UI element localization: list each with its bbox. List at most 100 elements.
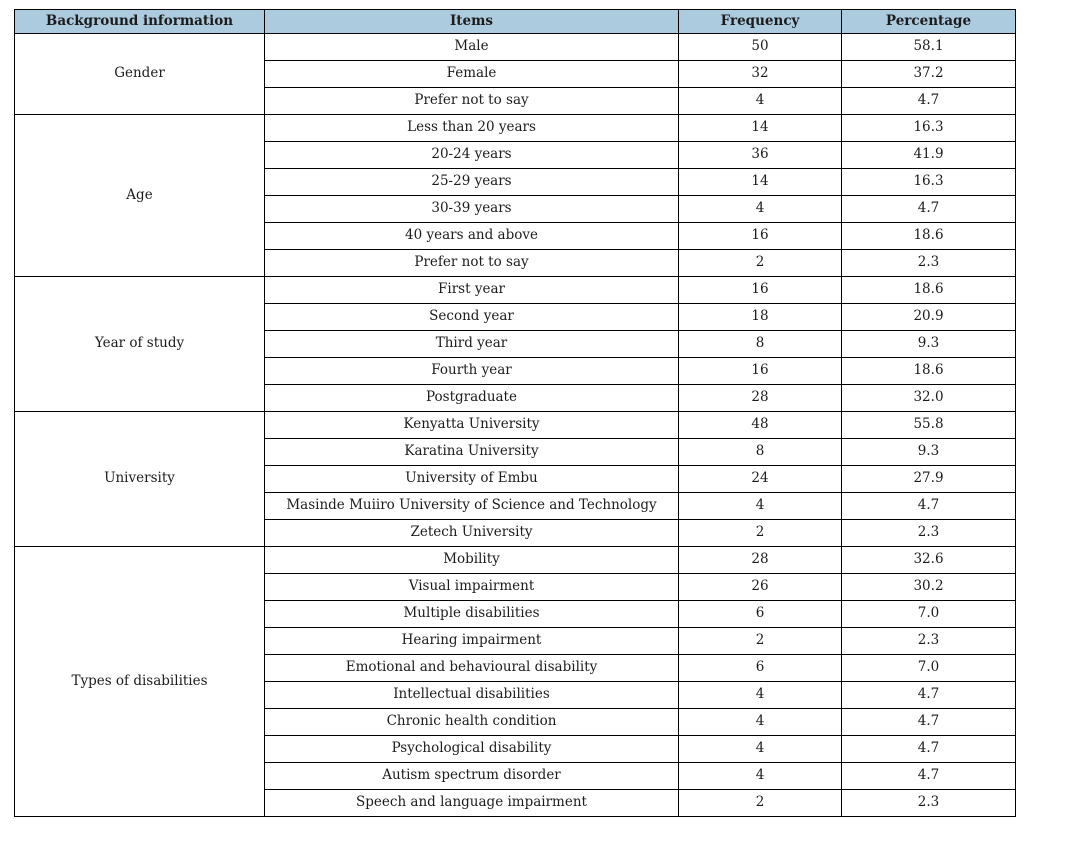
frequency-cell: 32 (678, 60, 842, 88)
item-cell: Masinde Muiiro University of Science and… (264, 492, 679, 520)
item-cell: Psychological disability (264, 735, 679, 763)
percentage-cell: 4.7 (841, 492, 1016, 520)
item-cell: Zetech University (264, 519, 679, 547)
item-cell: Postgraduate (264, 384, 679, 412)
category-cell: Year of study (14, 276, 265, 412)
frequency-cell: 36 (678, 141, 842, 169)
frequency-cell: 26 (678, 573, 842, 601)
col-header-background-information: Background information (14, 9, 265, 34)
percentage-cell: 30.2 (841, 573, 1016, 601)
frequency-cell: 28 (678, 384, 842, 412)
percentage-cell: 2.3 (841, 627, 1016, 655)
frequency-cell: 48 (678, 411, 842, 439)
table-row: Types of disabilities Mobility 28 32.6 (14, 546, 1016, 817)
percentage-cell: 7.0 (841, 654, 1016, 682)
item-cell: Less than 20 years (264, 114, 679, 142)
percentage-cell: 4.7 (841, 195, 1016, 223)
frequency-cell: 28 (678, 546, 842, 574)
category-cell: Gender (14, 33, 265, 115)
table-row: Prefer not to say 4 4.7 (15, 87, 1016, 115)
table-header-row: Background information Items Frequency P… (14, 9, 1016, 34)
frequency-cell: 4 (678, 195, 842, 223)
table-row: Prefer not to say 2 2.3 (15, 249, 1016, 277)
frequency-cell: 2 (678, 519, 842, 547)
percentage-cell: 20.9 (841, 303, 1016, 331)
frequency-cell: 14 (678, 114, 842, 142)
item-cell: Emotional and behavioural disability (264, 654, 679, 682)
percentage-cell: 9.3 (841, 438, 1016, 466)
percentage-cell: 4.7 (841, 708, 1016, 736)
percentage-cell: 32.0 (841, 384, 1016, 412)
frequency-cell: 24 (678, 465, 842, 493)
frequency-cell: 4 (678, 762, 842, 790)
table-row: 20-24 years 36 41.9 (15, 141, 1016, 169)
table-row: 25-29 years 14 16.3 (15, 168, 1016, 196)
item-cell: Karatina University (264, 438, 679, 466)
frequency-cell: 6 (678, 654, 842, 682)
frequency-cell: 14 (678, 168, 842, 196)
table-row: Fourth year 16 18.6 (15, 357, 1016, 385)
table-row: Multiple disabilities 6 7.0 (15, 600, 1016, 628)
percentage-cell: 4.7 (841, 735, 1016, 763)
frequency-cell: 2 (678, 249, 842, 277)
percentage-cell: 58.1 (841, 33, 1016, 61)
table-row: University of Embu 24 27.9 (15, 465, 1016, 493)
item-cell: Visual impairment (264, 573, 679, 601)
item-cell: Fourth year (264, 357, 679, 385)
frequency-cell: 16 (678, 357, 842, 385)
percentage-cell: 18.6 (841, 276, 1016, 304)
percentage-cell: 4.7 (841, 87, 1016, 115)
table-row: 40 years and above 16 18.6 (15, 222, 1016, 250)
item-cell: 30-39 years (264, 195, 679, 223)
percentage-cell: 16.3 (841, 168, 1016, 196)
item-cell: 20-24 years (264, 141, 679, 169)
category-cell: University (14, 411, 265, 547)
item-cell: Female (264, 60, 679, 88)
percentage-cell: 18.6 (841, 222, 1016, 250)
percentage-cell: 4.7 (841, 762, 1016, 790)
item-cell: Speech and language impairment (264, 789, 679, 817)
frequency-cell: 50 (678, 33, 842, 61)
percentage-cell: 9.3 (841, 330, 1016, 358)
category-cell: Types of disabilities (14, 546, 265, 817)
percentage-cell: 4.7 (841, 681, 1016, 709)
col-header-percentage: Percentage (841, 9, 1016, 34)
frequency-cell: 4 (678, 735, 842, 763)
demographics-table: Background information Items Frequency P… (14, 9, 1016, 817)
item-cell: Multiple disabilities (264, 600, 679, 628)
frequency-cell: 4 (678, 681, 842, 709)
percentage-cell: 32.6 (841, 546, 1016, 574)
percentage-cell: 7.0 (841, 600, 1016, 628)
category-cell: Age (14, 114, 265, 277)
frequency-cell: 6 (678, 600, 842, 628)
table-row: Age Less than 20 years 14 16.3 (14, 114, 1016, 277)
item-cell: Mobility (264, 546, 679, 574)
percentage-cell: 55.8 (841, 411, 1016, 439)
item-cell: Kenyatta University (264, 411, 679, 439)
item-cell: Hearing impairment (264, 627, 679, 655)
percentage-cell: 27.9 (841, 465, 1016, 493)
item-cell: 25-29 years (264, 168, 679, 196)
item-cell: Chronic health condition (264, 708, 679, 736)
frequency-cell: 16 (678, 222, 842, 250)
frequency-cell: 4 (678, 708, 842, 736)
frequency-cell: 8 (678, 438, 842, 466)
table-row: Year of study First year 16 18.6 (14, 276, 1016, 412)
frequency-cell: 2 (678, 627, 842, 655)
table-row: Zetech University 2 2.3 (15, 519, 1016, 547)
percentage-cell: 41.9 (841, 141, 1016, 169)
percentage-cell: 2.3 (841, 519, 1016, 547)
frequency-cell: 8 (678, 330, 842, 358)
item-cell: First year (264, 276, 679, 304)
frequency-cell: 4 (678, 492, 842, 520)
col-header-frequency: Frequency (678, 9, 842, 34)
table-body: Gender Male 50 58.1 Female 32 37.2 Prefer not t… (14, 33, 1016, 817)
percentage-cell: 2.3 (841, 789, 1016, 817)
table-row: Speech and language impairment 2 2.3 (15, 789, 1016, 817)
percentage-cell: 2.3 (841, 249, 1016, 277)
frequency-cell: 16 (678, 276, 842, 304)
item-cell: Intellectual disabilities (264, 681, 679, 709)
table-row: Second year 18 20.9 (15, 303, 1016, 331)
item-cell: Second year (264, 303, 679, 331)
frequency-cell: 4 (678, 87, 842, 115)
